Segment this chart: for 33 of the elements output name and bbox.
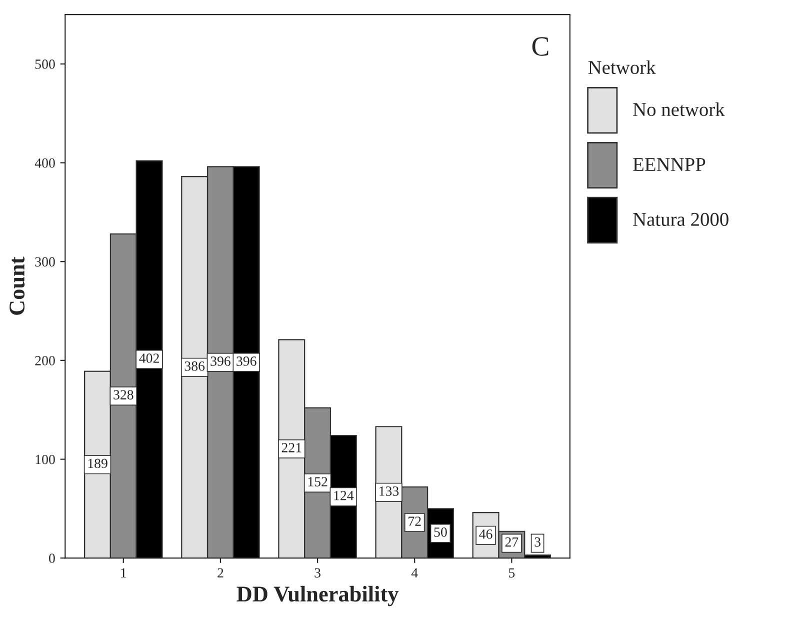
legend-title: Network (588, 60, 656, 74)
data-label: 3 (534, 537, 540, 547)
legend-label: Natura 2000 (633, 212, 728, 226)
y-tick-label: 100 (36, 454, 55, 464)
x-axis-title: DD Vulnerability (236, 586, 399, 606)
data-label: 402 (139, 354, 159, 363)
data-label: 396 (210, 356, 230, 366)
data-label: 124 (334, 490, 354, 500)
y-tick-label: 200 (35, 356, 55, 366)
x-tick-label: 3 (314, 568, 320, 578)
legend-label: EENNPP (633, 158, 706, 171)
data-label: 50 (434, 527, 447, 537)
data-label: 46 (479, 529, 492, 539)
data-label: 133 (380, 486, 399, 496)
data-label: 27 (505, 537, 518, 547)
annotation: C (532, 37, 548, 56)
y-axis-title: Count (10, 256, 25, 315)
x-tick-label: 5 (509, 568, 515, 578)
legend-label: No network (633, 102, 725, 116)
y-tick-label: 400 (34, 158, 55, 168)
x-tick-label: 2 (218, 568, 224, 578)
y-tick-label: 300 (35, 257, 55, 267)
data-label: 396 (236, 356, 256, 366)
data-label: 221 (282, 443, 302, 452)
x-tick-label: 1 (121, 568, 126, 578)
data-label: 152 (308, 477, 328, 486)
data-label: 72 (408, 516, 421, 526)
y-tick-label: 500 (35, 60, 55, 69)
data-label: 189 (88, 458, 108, 468)
data-label: 328 (114, 390, 134, 400)
y-tick-label: 0 (49, 554, 55, 564)
data-label: 386 (184, 361, 205, 371)
x-tick-label: 4 (411, 568, 418, 578)
